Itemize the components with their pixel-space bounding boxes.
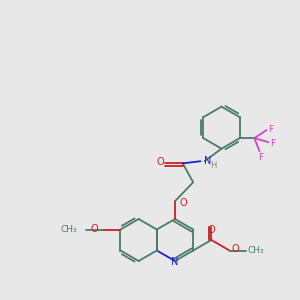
Text: H: H [211,161,217,170]
Text: N: N [203,156,211,166]
Text: CH₃: CH₃ [247,246,264,255]
Text: N: N [171,257,179,267]
Text: O: O [208,225,215,235]
Text: CH₃: CH₃ [60,225,77,234]
Text: F: F [268,125,273,134]
Text: O: O [180,198,188,208]
Text: F: F [258,153,263,162]
Text: O: O [91,224,99,235]
Text: F: F [270,139,275,148]
Text: O: O [232,244,239,254]
Text: O: O [156,157,164,167]
